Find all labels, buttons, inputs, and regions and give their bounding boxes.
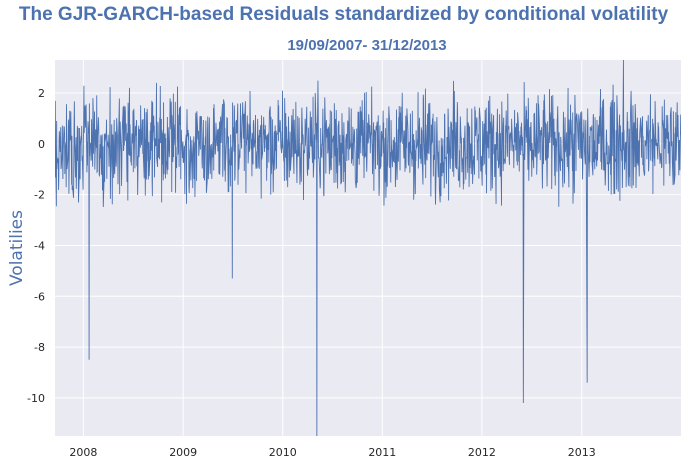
chart-subtitle: 19/09/2007- 31/12/2013 (287, 37, 447, 54)
y-tick-label: -10 (27, 392, 45, 405)
x-axis: 2008 2009 2010 2011 2012 2013 (69, 446, 595, 459)
x-tick-label: 2009 (169, 446, 197, 459)
x-tick-label: 2010 (269, 446, 297, 459)
x-tick-label: 2011 (368, 446, 396, 459)
series-line (55, 60, 681, 436)
y-axis: 2 0 -2 -4 -6 -8 -10 (27, 87, 45, 405)
y-tick-label: -2 (34, 189, 45, 202)
x-tick-label: 2013 (568, 446, 596, 459)
x-tick-label: 2008 (69, 446, 97, 459)
y-axis-label: Volatilies (7, 210, 27, 286)
y-tick-label: -6 (34, 290, 45, 303)
x-tick-label: 2012 (468, 446, 496, 459)
y-tick-label: -8 (34, 341, 45, 354)
y-tick-label: 0 (38, 138, 45, 151)
y-tick-label: -4 (34, 239, 45, 252)
chart-title: The GJR-GARCH-based Residuals standardiz… (18, 4, 669, 25)
y-tick-label: 2 (38, 87, 45, 100)
